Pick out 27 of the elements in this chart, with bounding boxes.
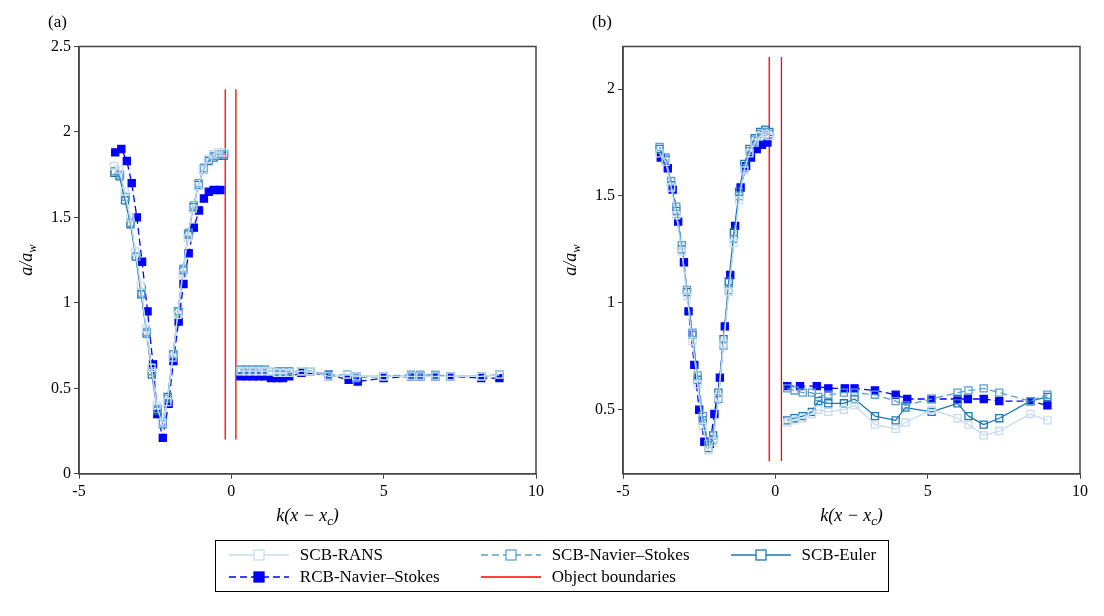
y-tick-label: 1 — [607, 293, 615, 311]
y-axis-title: a/aw — [559, 243, 583, 276]
legend-label: SCB-RANS — [299, 545, 383, 565]
y-tick-label: 0.5 — [595, 399, 615, 417]
y-tick-label: 0.5 — [51, 378, 71, 396]
x-tick-label: 5 — [923, 481, 932, 499]
chart-title: (a) — [48, 11, 67, 31]
legend-label: Object boundaries — [551, 567, 676, 587]
x-tick-label: 5 — [379, 481, 388, 499]
y-tick-label: 2 — [607, 79, 615, 97]
legend-label: SCB-Euler — [801, 545, 877, 565]
y-tick-label: 0 — [63, 464, 71, 481]
y-tick-label: 1.5 — [51, 207, 71, 225]
x-tick-label: -5 — [616, 481, 630, 499]
chart-title: (b) — [592, 11, 612, 31]
x-tick-label: 0 — [771, 481, 780, 499]
x-tick-label: 10 — [1072, 481, 1088, 499]
legend-label: RCB-Navier–Stokes — [299, 567, 440, 587]
legend-label: SCB-Navier–Stokes — [551, 545, 690, 565]
x-tick-label: -5 — [72, 481, 86, 499]
x-tick-label: 10 — [528, 481, 544, 499]
y-tick-label: 2.5 — [51, 36, 71, 54]
y-tick-label: 1 — [63, 293, 71, 311]
y-tick-label: 2 — [63, 122, 71, 140]
x-tick-label: 0 — [227, 481, 236, 499]
y-tick-label: 1.5 — [595, 186, 615, 204]
y-axis-title: a/aw — [15, 243, 39, 276]
